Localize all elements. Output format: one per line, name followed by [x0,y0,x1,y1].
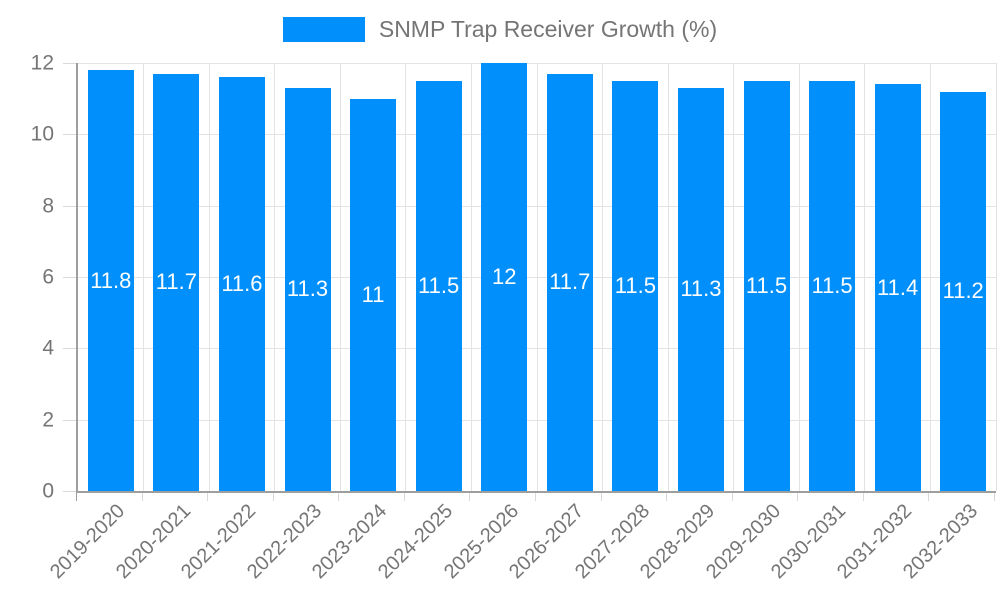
x-gridline [536,63,538,491]
x-gridline [733,63,735,491]
legend-swatch [282,17,365,42]
x-gridline [143,63,145,491]
bar[interactable] [153,73,200,491]
bar[interactable] [218,77,265,491]
x-axis-tick [731,493,733,501]
legend: SNMP Trap Receiver Growth (%) [0,16,1000,43]
x-gridline [602,63,604,491]
x-gridline [339,63,341,491]
x-axis-tick [469,493,471,501]
x-axis-tick [338,493,340,501]
x-axis-tick [535,493,536,501]
x-gridline [798,63,800,491]
x-axis-tick [76,493,77,501]
x-gridline [995,63,997,491]
bar[interactable] [677,87,724,491]
x-gridline [929,63,931,491]
y-axis-tick [63,348,76,350]
x-axis-tick [797,493,799,501]
bar[interactable] [612,80,659,491]
x-axis-tick [207,493,209,501]
x-axis-tick [403,493,405,501]
x-gridline [667,63,669,491]
bar[interactable] [940,91,987,491]
bar[interactable] [546,73,593,491]
bar[interactable] [743,80,790,491]
x-gridline [208,63,210,491]
legend-item[interactable]: SNMP Trap Receiver Growth (%) [282,16,718,43]
x-axis-tick [666,493,668,501]
y-axis-label: 8 [42,194,54,218]
y-axis-tick [63,491,76,492]
x-gridline [864,63,866,491]
x-axis-tick [994,493,995,501]
x-gridline [405,63,407,491]
bar[interactable] [284,87,331,491]
bar[interactable] [809,80,856,491]
y-axis-tick [63,134,76,136]
bar[interactable] [87,70,134,491]
x-axis-tick [272,493,274,501]
y-axis-tick [63,277,76,278]
x-gridline [470,63,472,491]
y-axis-label: 10 [30,122,54,146]
bar[interactable] [481,63,528,491]
y-axis-label: 12 [30,51,54,75]
bar[interactable] [350,98,397,491]
y-axis-tick [63,63,76,64]
x-axis-tick [862,493,864,501]
y-axis-label: 2 [42,408,54,432]
plot-area: 11.8 11.7 11.6 11.3 11 11.5 12 11.7 11.5 11.3 11.5… [76,63,997,493]
x-axis-tick [141,493,143,501]
y-axis-label: 4 [42,336,54,360]
y-axis-tick [63,419,76,421]
bar[interactable] [874,84,921,491]
y-axis-label: 0 [42,479,54,503]
y-axis-label: 6 [42,265,54,289]
y-axis-tick [63,205,76,207]
x-gridline [274,63,276,491]
legend-label: SNMP Trap Receiver Growth (%) [378,16,718,42]
x-axis-tick [928,493,930,501]
x-axis-tick [600,493,602,501]
bar[interactable] [415,80,462,491]
